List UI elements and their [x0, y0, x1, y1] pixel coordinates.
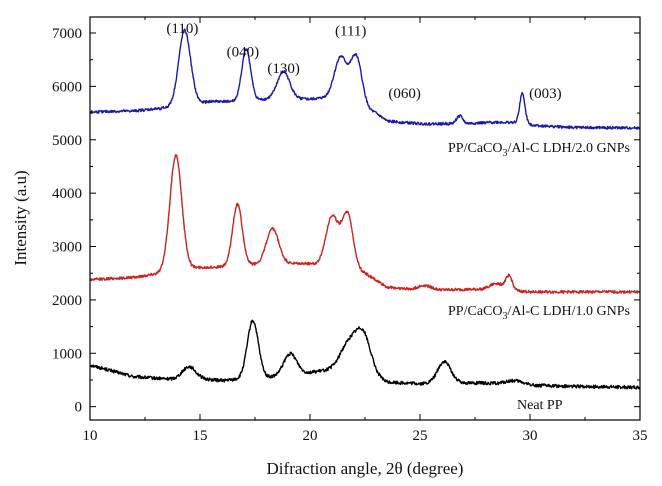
x-tick-label: 25	[413, 428, 428, 444]
peak-label: (111)	[335, 24, 366, 40]
series-label-part: /Al-C LDH/1.0 GNPs	[507, 304, 630, 319]
peak-label: (130)	[267, 61, 300, 77]
x-tick-label: 15	[193, 428, 208, 444]
x-tick-label: 20	[303, 428, 318, 444]
series-line-3	[89, 28, 641, 130]
y-tick-label: 7000	[52, 26, 82, 42]
series-line-2	[89, 154, 641, 294]
series-label-part: Neat PP	[517, 398, 563, 413]
series-label-2: PP/CaCO3/Al-C LDH/1.0 GNPs	[448, 304, 630, 322]
series-layer	[89, 28, 641, 390]
x-tick-label: 10	[83, 428, 98, 444]
y-axis-title: Intensity (a.u)	[11, 170, 30, 265]
y-tick-label: 4000	[52, 186, 82, 202]
peak-label: (003)	[529, 86, 562, 102]
series-label-part: PP/CaCO	[448, 304, 502, 319]
y-tick-label: 5000	[52, 133, 82, 149]
y-tick-label: 0	[75, 400, 83, 416]
x-axis-title: Difraction angle, 2θ (degree)	[267, 459, 464, 478]
peak-label: (060)	[388, 86, 421, 102]
series-label-3: PP/CaCO3/Al-C LDH/2.0 GNPs	[448, 141, 630, 159]
peak-label: (110)	[166, 21, 198, 37]
y-tick-label: 6000	[52, 79, 82, 95]
peak-label: (040)	[227, 44, 260, 60]
x-tick-label: 35	[633, 428, 648, 444]
y-tick-label: 1000	[52, 346, 82, 362]
series-label-1: Neat PP	[517, 398, 563, 413]
series-label-subscript: 3	[502, 148, 507, 159]
series-label-part: PP/CaCO	[448, 141, 502, 156]
series-line-1	[89, 319, 641, 390]
series-label-part: /Al-C LDH/2.0 GNPs	[507, 141, 630, 156]
series-label-subscript: 3	[502, 311, 507, 322]
x-tick-label: 30	[523, 428, 538, 444]
labels-layer: (110) (040) (130) (111) (060) (003) Neat PP PP/…	[166, 21, 630, 413]
y-tick-label: 2000	[52, 293, 82, 309]
ticks-layer: 10 15 20 25 30 35 0 1000 2000 3000 4000 5000 6000 700…	[52, 17, 648, 444]
y-tick-label: 3000	[52, 240, 82, 256]
